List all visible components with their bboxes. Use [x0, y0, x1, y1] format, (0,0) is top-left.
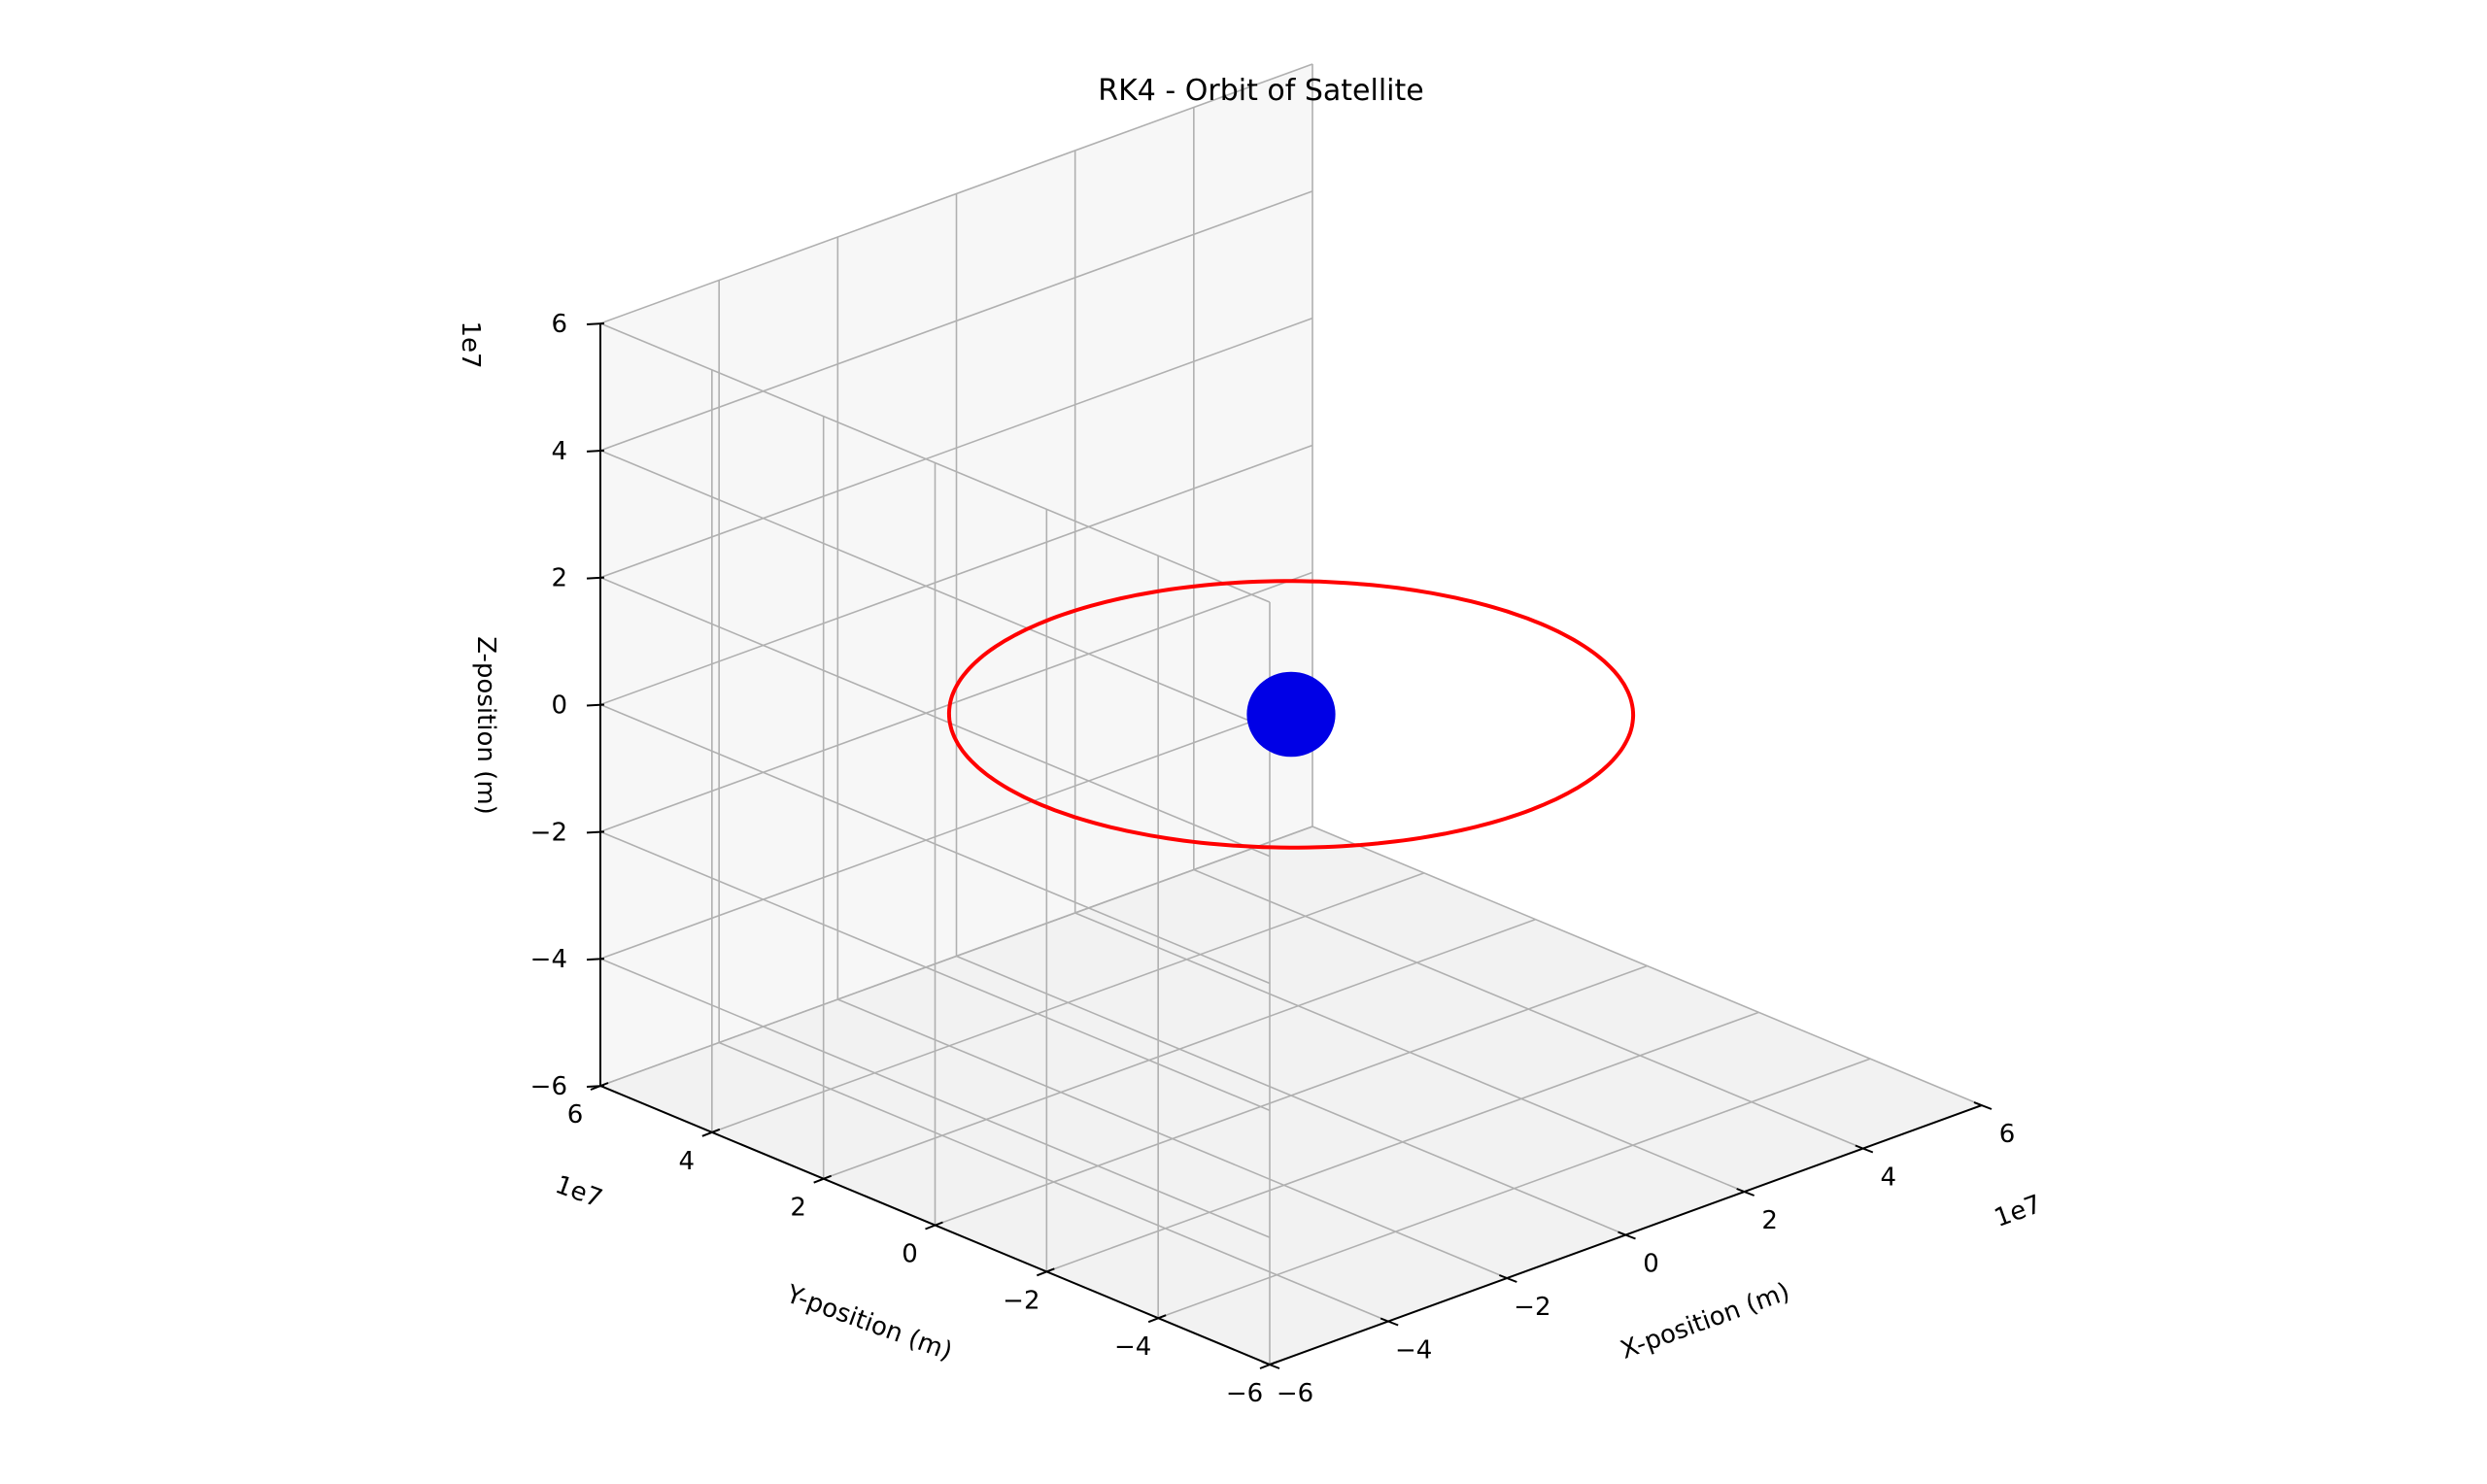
grid-line-y-on-floor: [599, 826, 1313, 1087]
y-tick-label: 6: [567, 1100, 584, 1130]
x-tick-mark: [1973, 1101, 1993, 1110]
grid-line-y-on-floor: [711, 872, 1425, 1133]
z-tick-label: 4: [551, 437, 567, 466]
y-tick-label: −2: [1003, 1286, 1039, 1315]
y-tick-mark: [925, 1221, 943, 1231]
y-tick-label: 4: [679, 1147, 696, 1176]
y-tick-mark: [590, 1082, 609, 1091]
z-tick-mark: [586, 449, 605, 453]
grid-line-z-on-ypane: [599, 190, 1313, 452]
x-axis-label: X-position (m): [1617, 1277, 1793, 1366]
x-tick-mark: [1498, 1274, 1517, 1283]
chart-title: RK4 - Orbit of Satellite: [1098, 74, 1423, 108]
x-tick-label: 6: [1999, 1120, 2016, 1149]
x-offset-label: 1e7: [1991, 1190, 2045, 1233]
z-offset-label: 1e7: [456, 320, 485, 368]
grid-line-z-on-xpane: [599, 450, 1271, 730]
z-tick-label: −6: [530, 1072, 567, 1101]
grid-line-z-on-xpane: [599, 322, 1271, 603]
grid-line-x-on-floor: [1312, 826, 1983, 1106]
y-tick-mark: [1036, 1267, 1055, 1277]
earth-sphere: [1246, 671, 1336, 758]
y-axis-label: Y-position (m): [782, 1279, 956, 1366]
z-tick-mark: [586, 830, 605, 834]
tick-labels: −6 −6 −6 −4 −4 −4 −2 −2 −2 0 0 0 2 2 2 4 4 4 6 6 6: [530, 310, 2016, 1408]
data-series: [946, 579, 1636, 850]
x-tick-label: 0: [1643, 1250, 1659, 1279]
y-tick-label: −4: [1114, 1332, 1151, 1362]
y-tick-mark: [701, 1128, 721, 1137]
z-tick-mark: [586, 958, 605, 961]
y-tick-label: 0: [902, 1240, 918, 1269]
z-tick-label: 0: [551, 691, 567, 721]
z-axis-label: Z-position (m): [471, 636, 500, 815]
y-tick-mark: [813, 1174, 833, 1184]
z-tick-label: −4: [530, 945, 567, 974]
x-tick-label: 2: [1761, 1206, 1778, 1235]
z-tick-label: −2: [530, 818, 567, 847]
x-tick-label: −2: [1514, 1293, 1550, 1322]
y-offset-label: 1e7: [552, 1170, 606, 1214]
x-tick-mark: [1380, 1317, 1399, 1327]
y-tick-label: −6: [1226, 1379, 1263, 1408]
orbit-line: [946, 579, 1636, 850]
y-tick-mark: [1147, 1314, 1167, 1324]
z-tick-mark: [586, 703, 605, 707]
x-tick-mark: [1736, 1188, 1755, 1197]
x-tick-mark: [1618, 1231, 1636, 1240]
z-tick-label: 2: [551, 564, 567, 593]
x-tick-mark: [1855, 1144, 1874, 1154]
y-tick-mark: [1259, 1361, 1278, 1369]
x-tick-label: −4: [1395, 1336, 1432, 1366]
grid-line-z-on-ypane: [599, 63, 1313, 324]
z-tick-mark: [586, 322, 605, 325]
z-tick-label: 6: [551, 310, 567, 339]
x-tick-label: 4: [1881, 1164, 1897, 1193]
tick-marks: [586, 322, 1993, 1369]
x-tick-label: −6: [1277, 1379, 1313, 1408]
y-tick-label: 2: [790, 1194, 806, 1223]
z-tick-mark: [586, 576, 605, 580]
